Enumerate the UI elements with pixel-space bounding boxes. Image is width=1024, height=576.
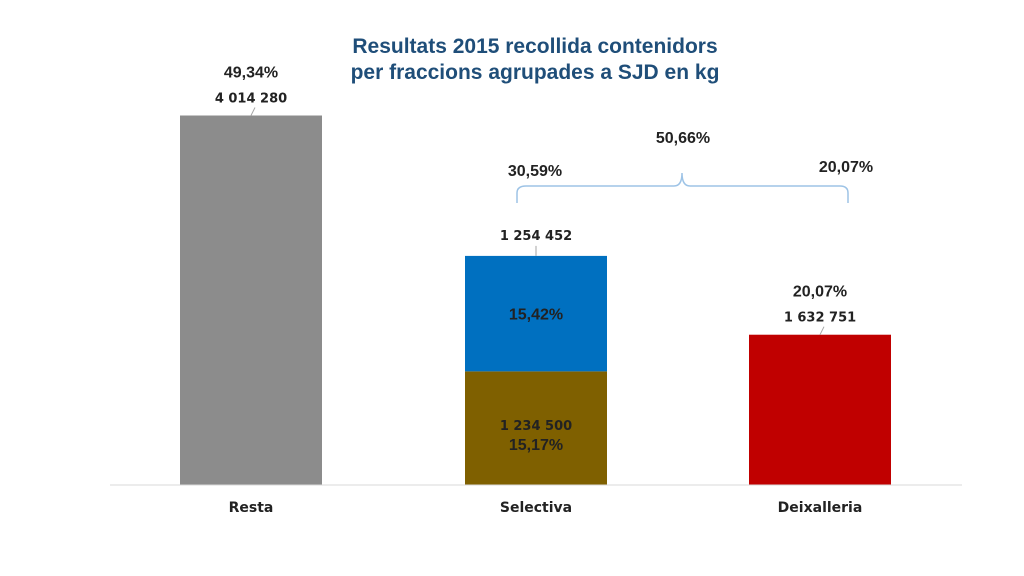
selectiva-total-pct-label: 30,59% — [508, 163, 562, 180]
group-total-pct-label: 50,66% — [656, 130, 710, 147]
chart-title-line-1: Resultats 2015 recollida contenidors — [352, 35, 717, 58]
value-label-selectiva-segment-1: 1 254 452 — [500, 229, 572, 244]
bar-resta-segment-0 — [180, 115, 322, 485]
leader-line-resta — [250, 107, 256, 116]
category-label-resta: Resta — [229, 500, 274, 516]
bar-selectiva-segment-1 — [465, 255, 607, 372]
deixalleria-group-pct-label: 20,07% — [819, 159, 873, 176]
pct-label-selectiva-segment-1: 15,42% — [509, 307, 563, 324]
value-label-deixalleria: 1 632 751 — [784, 311, 856, 326]
bar-deixalleria-segment-0 — [749, 334, 891, 485]
pct-label-selectiva-segment-0: 15,17% — [509, 437, 563, 454]
leader-line-deixalleria — [819, 326, 825, 335]
value-label-resta: 4 014 280 — [215, 92, 287, 107]
category-label-selectiva: Selectiva — [500, 500, 572, 516]
pct-label-resta: 49,34% — [224, 65, 278, 82]
pct-label-deixalleria: 20,07% — [793, 284, 847, 301]
bar-selectiva-segment-0 — [465, 371, 607, 485]
category-label-deixalleria: Deixalleria — [778, 500, 863, 516]
value-label-selectiva-segment-0: 1 234 500 — [500, 419, 572, 434]
group-brace — [516, 172, 849, 203]
chart-title-line-2: per fraccions agrupades a SJD en kg — [351, 61, 720, 84]
bars-group: 4 014 280 49,34% 1 234 500 15,17% 1 254 452 1… — [180, 65, 891, 485]
